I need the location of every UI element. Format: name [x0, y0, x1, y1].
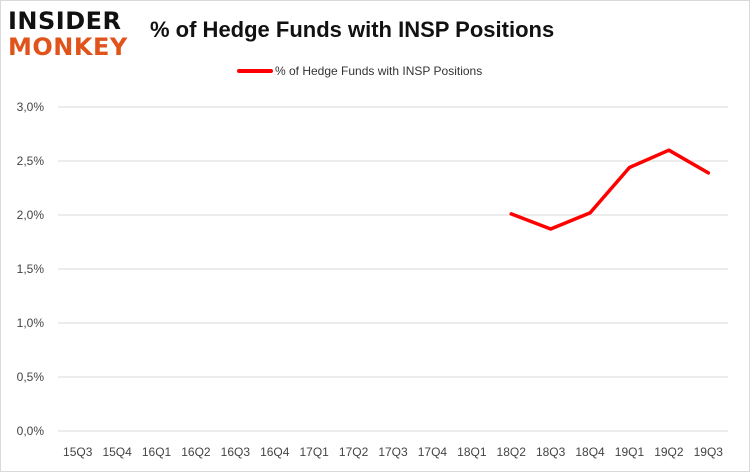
x-tick-label: 18Q1	[457, 445, 487, 459]
x-tick-label: 15Q4	[102, 445, 132, 459]
x-tick-label: 19Q1	[615, 445, 645, 459]
y-tick-label: 2,5%	[17, 154, 45, 168]
series-line	[509, 148, 711, 231]
x-tick-label: 17Q1	[299, 445, 329, 459]
data-point	[588, 211, 592, 215]
y-tick-label: 1,5%	[17, 262, 45, 276]
y-tick-label: 0,0%	[17, 424, 45, 438]
data-point	[549, 227, 553, 231]
data-point	[667, 148, 671, 152]
legend-swatch	[237, 69, 273, 73]
logo-text-bottom: MONKEY	[8, 33, 128, 61]
y-tick-label: 3,0%	[17, 100, 45, 114]
x-tick-label: 17Q3	[378, 445, 408, 459]
y-tick-label: 1,0%	[17, 316, 45, 330]
x-tick-label: 16Q4	[260, 445, 290, 459]
x-tick-label: 16Q2	[181, 445, 211, 459]
x-tick-label: 18Q4	[575, 445, 605, 459]
x-tick-label: 17Q2	[339, 445, 369, 459]
chart-title: % of Hedge Funds with INSP Positions	[150, 17, 555, 42]
data-point	[706, 171, 710, 175]
logo-text-top: INSIDER	[8, 7, 122, 35]
x-tick-label: 17Q4	[418, 445, 448, 459]
x-tick-label: 19Q2	[654, 445, 684, 459]
x-tick-label: 18Q2	[497, 445, 527, 459]
insider-monkey-logo: INSIDER MONKEY	[8, 8, 134, 64]
x-tick-label: 16Q1	[142, 445, 172, 459]
data-point	[509, 212, 513, 216]
x-tick-label: 16Q3	[221, 445, 251, 459]
legend-label: % of Hedge Funds with INSP Positions	[275, 64, 483, 78]
legend: % of Hedge Funds with INSP Positions	[237, 64, 482, 78]
data-point	[627, 165, 632, 170]
x-tick-label: 19Q3	[694, 445, 724, 459]
x-tick-label: 15Q3	[63, 445, 93, 459]
y-tick-label: 2,0%	[17, 208, 45, 222]
x-tick-label: 18Q3	[536, 445, 566, 459]
y-tick-label: 0,5%	[17, 370, 45, 384]
